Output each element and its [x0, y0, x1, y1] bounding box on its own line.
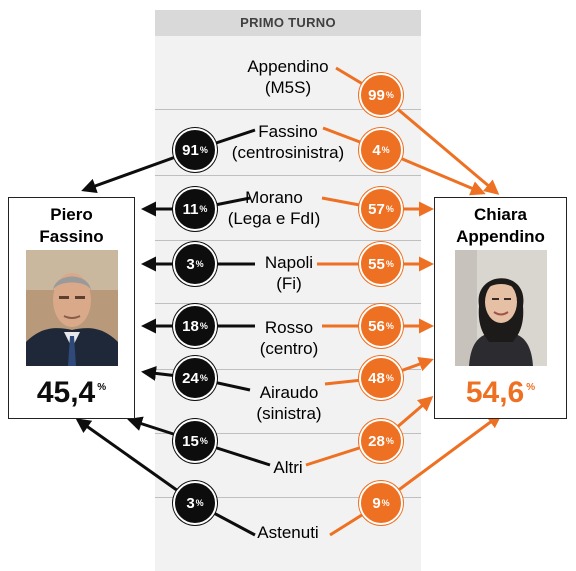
source-napoli: Napoli (Fi)	[264, 253, 314, 293]
flow-to-appendino-from-altri: 28%	[359, 419, 403, 463]
flow-to-appendino-from-napoli: 55%	[359, 242, 403, 286]
candidate-name-appendino: Chiara Appendino	[456, 205, 545, 246]
flow-to-fassino-from-morano: 11%	[173, 187, 217, 231]
source-airaudo: Airaudo (sinistra)	[256, 383, 322, 423]
round-header: PRIMO TURNO	[155, 10, 421, 36]
flow-to-appendino-from-appendino: 99%	[359, 73, 403, 117]
candidate-box-fassino: Piero Fassino 45,4%	[8, 197, 135, 419]
flow-to-fassino-from-rosso: 18%	[173, 304, 217, 348]
flow-to-fassino-from-altri: 15%	[173, 419, 217, 463]
row-separator	[155, 497, 421, 498]
result-appendino: 54,6%	[465, 376, 536, 409]
flow-to-appendino-from-rosso: 56%	[359, 304, 403, 348]
result-fassino: 45,4%	[36, 376, 107, 409]
source-altri: Altri	[273, 458, 303, 477]
flow-to-fassino-from-fassino: 91%	[173, 128, 217, 172]
candidate-name-fassino: Piero Fassino	[39, 205, 104, 246]
source-morano: Morano (Lega e FdI)	[227, 188, 321, 228]
flow-to-fassino-from-airaudo: 24%	[173, 356, 217, 400]
candidate-photo-appendino	[455, 250, 547, 366]
source-rosso: Rosso (centro)	[259, 318, 319, 358]
row-separator	[155, 240, 421, 241]
flow-to-appendino-from-airaudo: 48%	[359, 356, 403, 400]
row-separator	[155, 369, 421, 370]
source-astenuti: Astenuti	[257, 523, 319, 542]
source-fassino-centrosinistra: Fassino (centrosinistra)	[231, 122, 345, 162]
row-separator	[155, 433, 421, 434]
candidate-box-appendino: Chiara Appendino 54,6%	[434, 197, 567, 419]
flow-to-appendino-from-astenuti: 9%	[359, 481, 403, 525]
flow-to-appendino-from-morano: 57%	[359, 187, 403, 231]
row-separator	[155, 175, 421, 176]
row-separator	[155, 303, 421, 304]
flow-to-fassino-from-napoli: 3%	[173, 242, 217, 286]
flow-to-appendino-from-fassino: 4%	[359, 128, 403, 172]
row-separator	[155, 109, 421, 110]
source-appendino-m5s: Appendino (M5S)	[247, 57, 329, 97]
flow-to-fassino-from-astenuti: 3%	[173, 481, 217, 525]
candidate-photo-fassino	[26, 250, 118, 366]
